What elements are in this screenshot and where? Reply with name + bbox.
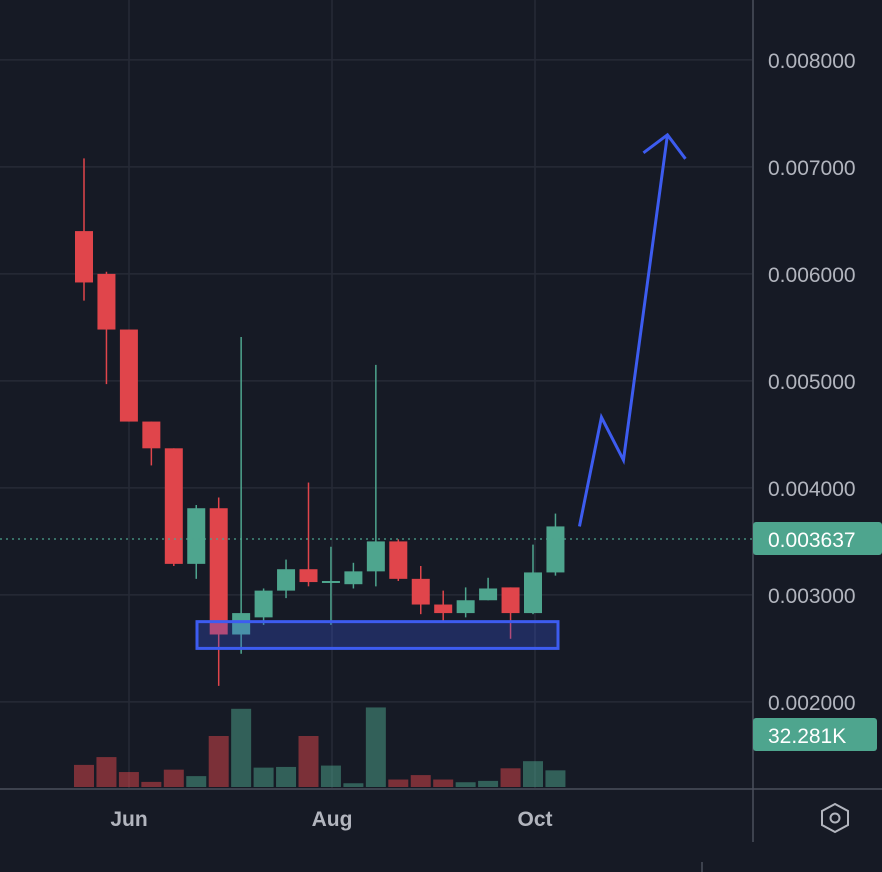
candle-body	[232, 613, 251, 635]
candle-body	[75, 231, 93, 283]
support-zone-box[interactable]	[195, 620, 560, 650]
candle-body	[254, 590, 273, 618]
candle-body	[344, 571, 363, 585]
candle-body	[142, 421, 161, 449]
time-axis[interactable]: Jun Aug Oct	[110, 808, 552, 831]
volume-bar	[343, 783, 364, 787]
volume-bar	[298, 736, 319, 787]
volume-bar	[433, 779, 454, 787]
last-volume-label: 32.281K	[768, 725, 846, 748]
candle-body	[119, 329, 138, 422]
candle-body	[164, 448, 183, 564]
volume-bar	[455, 782, 476, 787]
volume-bar	[231, 708, 252, 787]
price-tick-label: 0.005000	[768, 371, 856, 394]
candle-body	[411, 578, 430, 605]
candle-body	[321, 580, 340, 583]
price-tick-label: 0.004000	[768, 478, 856, 501]
candle-body	[434, 604, 453, 614]
volume-bar	[163, 769, 184, 787]
volume-bar	[388, 779, 409, 787]
volume-bar	[545, 770, 566, 787]
volume-bar	[96, 757, 117, 787]
last-price-tag: 0.003637	[753, 522, 882, 555]
candle-body	[456, 600, 475, 614]
volume-bar	[365, 707, 386, 787]
price-tick-label: 0.008000	[768, 50, 856, 73]
volume-bar	[523, 761, 543, 787]
candles	[75, 158, 565, 686]
last-price-tag-bg	[753, 522, 882, 555]
candle-body	[479, 588, 498, 601]
hexagon-settings-icon[interactable]	[821, 802, 849, 834]
candle-body	[277, 569, 296, 591]
candle-body	[187, 508, 206, 564]
price-axis[interactable]: 0.008000 0.007000 0.006000 0.005000 0.004000…	[768, 50, 856, 715]
price-tick-label: 0.002000	[768, 692, 856, 715]
candle-body	[546, 526, 565, 573]
price-tick-label: 0.006000	[768, 264, 856, 287]
candle-body	[524, 572, 542, 614]
price-tick-label: 0.007000	[768, 157, 856, 180]
time-tick-label: Jun	[110, 808, 147, 831]
volume-bar	[141, 781, 162, 787]
last-volume-tag-bg	[753, 718, 877, 751]
projection-arrow[interactable]	[577, 134, 669, 527]
volume-bar	[500, 768, 521, 787]
candle-body	[209, 508, 228, 635]
volume-bar	[276, 766, 297, 787]
candle-body	[97, 273, 116, 330]
volume-bar	[320, 765, 341, 787]
volume-bar	[410, 775, 431, 787]
time-tick-label: Aug	[312, 808, 353, 831]
volume-bar	[74, 764, 94, 787]
arrow-head[interactable]	[642, 132, 687, 160]
volume-bar	[186, 776, 207, 787]
volume-bar	[208, 736, 229, 787]
candle-body	[299, 569, 318, 583]
candle-body	[501, 587, 520, 614]
drawings[interactable]	[195, 132, 687, 650]
volume-bars	[74, 707, 566, 787]
candle-body	[366, 541, 385, 572]
last-price-label: 0.003637	[768, 529, 856, 552]
last-volume-tag: 32.281K	[753, 718, 877, 751]
time-tick-label: Oct	[517, 808, 552, 831]
volume-bar	[478, 780, 499, 787]
volume-bar	[118, 772, 139, 787]
candle-body	[389, 541, 408, 579]
volume-bar	[253, 767, 274, 787]
price-tick-label: 0.003000	[768, 585, 856, 608]
